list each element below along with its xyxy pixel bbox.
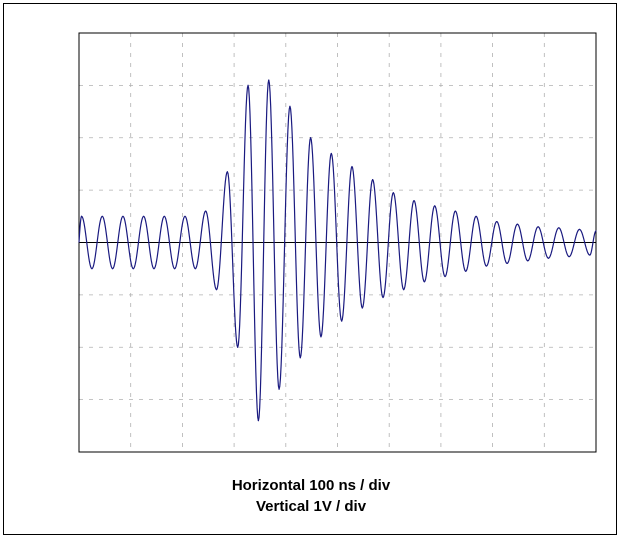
waveform-trough <box>485 265 487 267</box>
waveform-peak <box>475 215 477 217</box>
figure-frame <box>3 3 617 535</box>
waveform-peak <box>163 215 165 217</box>
waveform-peak <box>122 215 124 217</box>
waveform-trough <box>423 281 425 283</box>
waveform-peak <box>143 215 145 217</box>
waveform-peak <box>516 223 519 225</box>
waveform-trace <box>78 79 597 422</box>
waveform-peak <box>413 200 415 202</box>
vertical-scale-label: Vertical 1V / div <box>255 498 367 515</box>
waveform-peak <box>454 210 456 212</box>
waveform-peak <box>310 137 312 139</box>
waveform-trough <box>527 260 529 262</box>
waveform-trough <box>506 262 508 265</box>
waveform-trough <box>403 289 405 291</box>
waveform-peak <box>289 105 291 107</box>
waveform-peak <box>558 227 560 229</box>
waveform-peak <box>101 215 103 217</box>
waveform-peak <box>247 84 249 86</box>
waveform-trough <box>547 257 550 259</box>
horizontal-scale-label: Horizontal 100 ns / div <box>231 477 391 494</box>
waveform-trough <box>112 268 114 270</box>
waveform-trough <box>382 296 384 299</box>
waveform-extrema <box>80 79 597 422</box>
waveform-trough <box>341 320 343 322</box>
waveform-trough <box>237 346 239 348</box>
waveform-trough <box>174 268 176 270</box>
waveform-trough <box>299 357 301 359</box>
waveform-trough <box>215 289 218 291</box>
waveform-peak <box>537 226 539 228</box>
waveform-peak <box>434 205 436 207</box>
waveform-trough <box>278 388 280 390</box>
waveform-trough <box>257 419 259 422</box>
waveform-trough <box>194 268 196 270</box>
waveform-trough <box>568 256 570 258</box>
waveform-peak <box>268 79 270 81</box>
waveform-peak <box>496 220 498 223</box>
waveform-peak <box>372 179 374 181</box>
waveform-peak <box>595 230 597 232</box>
waveform-trough <box>444 275 446 278</box>
waveform-trough <box>589 254 591 256</box>
waveform-peak <box>578 228 581 231</box>
waveform-peak <box>184 215 186 217</box>
waveform-trough <box>465 270 467 272</box>
waveform-peak <box>205 210 207 212</box>
waveform-trough <box>361 307 363 309</box>
waveform-trough <box>132 268 134 270</box>
waveform-peak <box>80 215 83 217</box>
waveform-trough <box>91 268 93 270</box>
waveform-peak <box>330 152 332 155</box>
waveform-trough <box>153 268 155 270</box>
waveform-peak <box>392 192 394 194</box>
waveform-peak <box>226 171 228 173</box>
waveform-peak <box>351 165 353 168</box>
waveform-trough <box>320 336 322 338</box>
